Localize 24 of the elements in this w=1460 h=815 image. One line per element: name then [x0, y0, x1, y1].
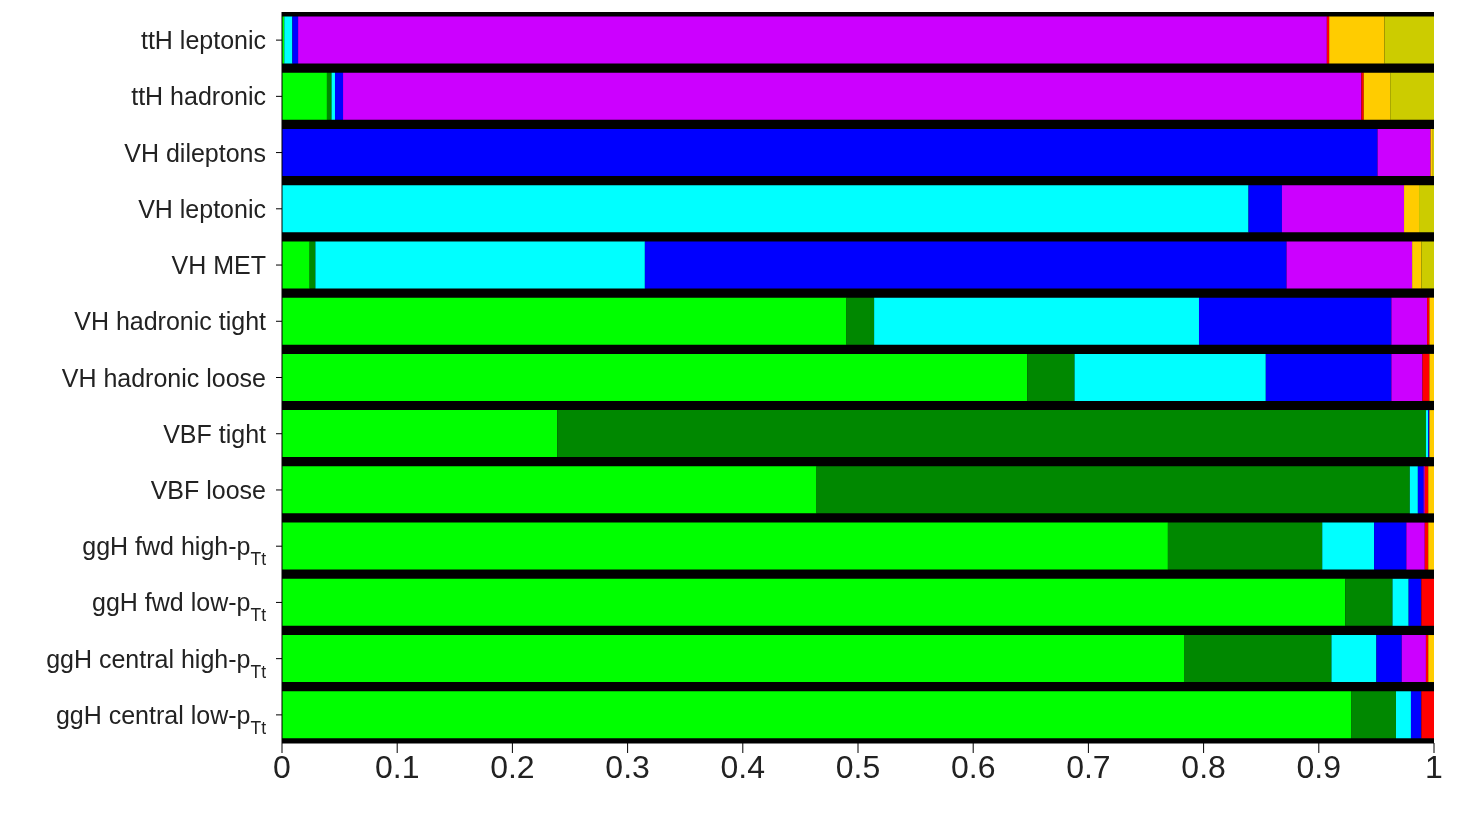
y-tick-label: ttH hadronic: [131, 82, 266, 111]
x-tick-label: 0.7: [1066, 748, 1111, 785]
y-tick-label: ttH leptonic: [140, 26, 266, 55]
y-tick-label: VH hadronic tight: [74, 307, 267, 336]
x-tick-label: 0.2: [490, 748, 535, 785]
y-tick-label: ggH fwd high-p$_{Tt}$: [82, 532, 267, 570]
x-tick-label: 0.6: [950, 748, 996, 785]
x-tick-label: 0.8: [1181, 748, 1226, 785]
y-tick-label: VH MET: [171, 251, 266, 280]
y-tick-label: ggH central low-p$_{Tt}$: [55, 700, 267, 738]
x-tick-label: 0.5: [835, 748, 881, 785]
y-tick-label: VH leptonic: [138, 194, 266, 223]
y-tick-label: VH dileptons: [124, 138, 266, 167]
x-tick-label: 0.4: [720, 748, 766, 785]
x-tick-label: 0: [273, 748, 291, 785]
y-tick-label: ggH central high-p$_{Tt}$: [46, 644, 267, 682]
x-tick-label: 0.9: [1296, 748, 1342, 785]
y-tick-label: VBF tight: [163, 419, 267, 448]
y-tick-label: VBF loose: [150, 475, 266, 504]
y-tick-label: ggH fwd low-p$_{Tt}$: [92, 588, 267, 626]
x-tick-label: 0.3: [605, 748, 650, 785]
x-tick-label: 1: [1425, 748, 1443, 785]
x-tick-label: 0.1: [374, 748, 420, 785]
y-tick-label: VH hadronic loose: [61, 363, 266, 392]
